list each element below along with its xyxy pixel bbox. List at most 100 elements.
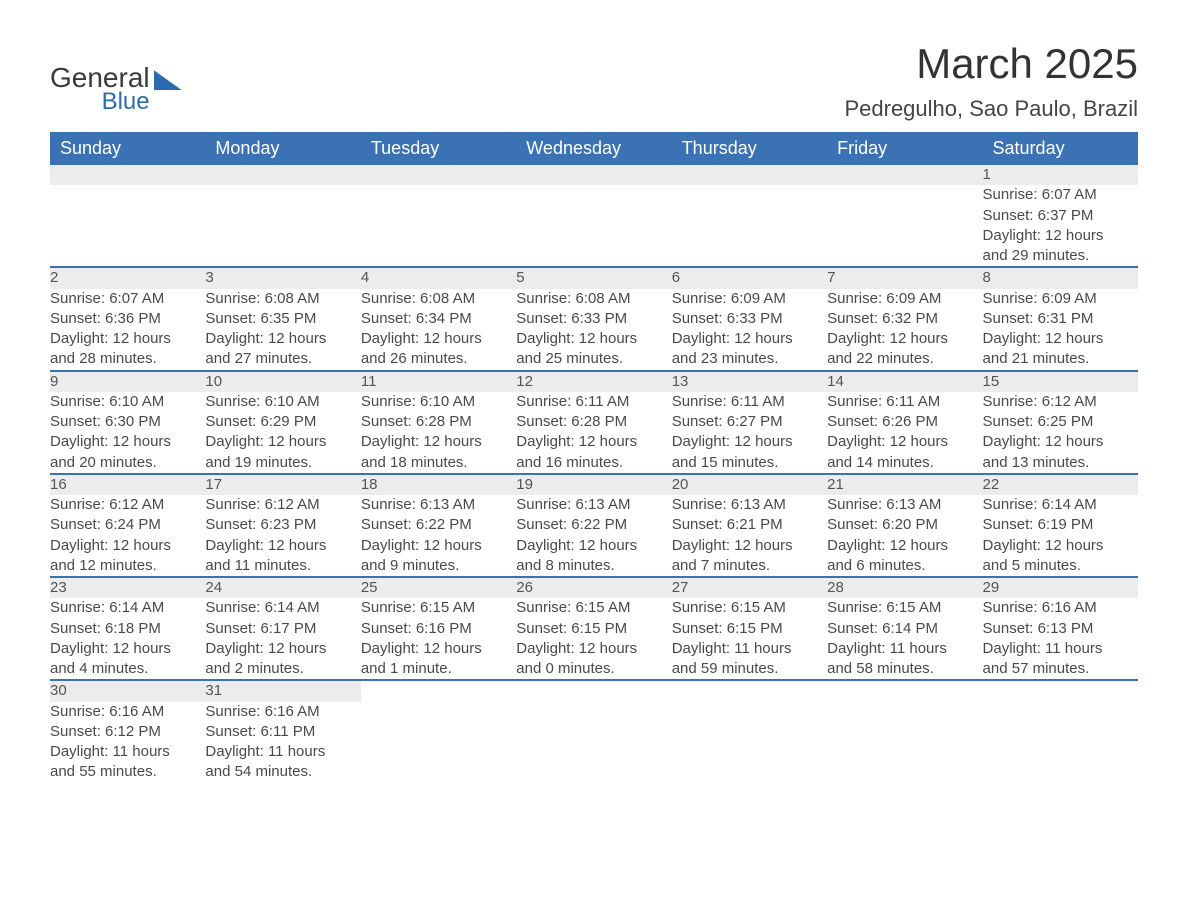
daylight-text-1: Daylight: 12 hours — [205, 639, 360, 659]
day-info-cell: Sunrise: 6:13 AMSunset: 6:21 PMDaylight:… — [672, 495, 827, 577]
daylight-text-1: Daylight: 12 hours — [516, 639, 671, 659]
daylight-text-2: and 19 minutes. — [205, 453, 360, 473]
daylight-text-2: and 0 minutes. — [516, 659, 671, 679]
sunrise-text: Sunrise: 6:09 AM — [827, 289, 982, 309]
day-info-cell: Sunrise: 6:15 AMSunset: 6:14 PMDaylight:… — [827, 598, 982, 680]
day-number-cell: 21 — [827, 474, 982, 495]
sunrise-text: Sunrise: 6:13 AM — [827, 495, 982, 515]
sunrise-text: Sunrise: 6:16 AM — [50, 702, 205, 722]
daylight-text-1: Daylight: 11 hours — [983, 639, 1138, 659]
day-info-cell: Sunrise: 6:14 AMSunset: 6:17 PMDaylight:… — [205, 598, 360, 680]
daylight-text-2: and 16 minutes. — [516, 453, 671, 473]
day-number-cell — [516, 165, 671, 185]
sunset-text: Sunset: 6:15 PM — [516, 619, 671, 639]
day-info-cell — [361, 702, 516, 783]
day-number-cell: 13 — [672, 371, 827, 392]
sunset-text: Sunset: 6:36 PM — [50, 309, 205, 329]
sunset-text: Sunset: 6:33 PM — [516, 309, 671, 329]
daylight-text-2: and 26 minutes. — [361, 349, 516, 369]
day-number-cell — [516, 680, 671, 701]
sunset-text: Sunset: 6:22 PM — [516, 515, 671, 535]
daylight-text-2: and 5 minutes. — [983, 556, 1138, 576]
sunrise-text: Sunrise: 6:12 AM — [983, 392, 1138, 412]
daylight-text-2: and 15 minutes. — [672, 453, 827, 473]
day-number-cell: 17 — [205, 474, 360, 495]
daylight-text-1: Daylight: 12 hours — [516, 432, 671, 452]
daylight-text-1: Daylight: 12 hours — [361, 432, 516, 452]
daylight-text-1: Daylight: 12 hours — [361, 329, 516, 349]
day-number-cell: 18 — [361, 474, 516, 495]
sunrise-text: Sunrise: 6:07 AM — [983, 185, 1138, 205]
sunset-text: Sunset: 6:23 PM — [205, 515, 360, 535]
sunrise-text: Sunrise: 6:10 AM — [205, 392, 360, 412]
sunset-text: Sunset: 6:16 PM — [361, 619, 516, 639]
sunset-text: Sunset: 6:20 PM — [827, 515, 982, 535]
sunrise-text: Sunrise: 6:14 AM — [50, 598, 205, 618]
day-info-cell: Sunrise: 6:09 AMSunset: 6:33 PMDaylight:… — [672, 289, 827, 371]
sunrise-text: Sunrise: 6:15 AM — [516, 598, 671, 618]
day-info-row: Sunrise: 6:14 AMSunset: 6:18 PMDaylight:… — [50, 598, 1138, 680]
sunset-text: Sunset: 6:26 PM — [827, 412, 982, 432]
daylight-text-1: Daylight: 12 hours — [50, 432, 205, 452]
day-number-cell: 6 — [672, 267, 827, 288]
sunrise-text: Sunrise: 6:09 AM — [672, 289, 827, 309]
day-info-cell — [827, 702, 982, 783]
daylight-text-1: Daylight: 12 hours — [50, 329, 205, 349]
sunrise-text: Sunrise: 6:11 AM — [516, 392, 671, 412]
day-info-cell: Sunrise: 6:09 AMSunset: 6:31 PMDaylight:… — [983, 289, 1138, 371]
daylight-text-2: and 2 minutes. — [205, 659, 360, 679]
sunrise-text: Sunrise: 6:07 AM — [50, 289, 205, 309]
day-info-cell: Sunrise: 6:12 AMSunset: 6:23 PMDaylight:… — [205, 495, 360, 577]
sunset-text: Sunset: 6:17 PM — [205, 619, 360, 639]
day-number-cell: 4 — [361, 267, 516, 288]
daylight-text-1: Daylight: 12 hours — [672, 536, 827, 556]
day-number-row: 9101112131415 — [50, 371, 1138, 392]
day-number-cell — [827, 680, 982, 701]
day-number-cell: 16 — [50, 474, 205, 495]
day-number-cell: 24 — [205, 577, 360, 598]
sunset-text: Sunset: 6:14 PM — [827, 619, 982, 639]
sunset-text: Sunset: 6:12 PM — [50, 722, 205, 742]
day-info-cell: Sunrise: 6:11 AMSunset: 6:26 PMDaylight:… — [827, 392, 982, 474]
daylight-text-1: Daylight: 12 hours — [827, 329, 982, 349]
day-info-cell: Sunrise: 6:10 AMSunset: 6:30 PMDaylight:… — [50, 392, 205, 474]
day-number-cell: 1 — [983, 165, 1138, 185]
daylight-text-1: Daylight: 12 hours — [205, 329, 360, 349]
day-number-cell: 28 — [827, 577, 982, 598]
sunset-text: Sunset: 6:31 PM — [983, 309, 1138, 329]
day-info-cell — [516, 702, 671, 783]
weekday-header: Wednesday — [516, 132, 671, 165]
daylight-text-2: and 54 minutes. — [205, 762, 360, 782]
day-info-cell — [50, 185, 205, 267]
daylight-text-1: Daylight: 12 hours — [983, 536, 1138, 556]
weekday-header-row: SundayMondayTuesdayWednesdayThursdayFrid… — [50, 132, 1138, 165]
sunset-text: Sunset: 6:15 PM — [672, 619, 827, 639]
daylight-text-1: Daylight: 12 hours — [983, 226, 1138, 246]
daylight-text-1: Daylight: 11 hours — [672, 639, 827, 659]
sunset-text: Sunset: 6:28 PM — [516, 412, 671, 432]
weekday-header: Sunday — [50, 132, 205, 165]
day-info-cell — [983, 702, 1138, 783]
daylight-text-2: and 1 minute. — [361, 659, 516, 679]
day-number-cell: 29 — [983, 577, 1138, 598]
day-info-cell: Sunrise: 6:14 AMSunset: 6:19 PMDaylight:… — [983, 495, 1138, 577]
daylight-text-1: Daylight: 12 hours — [983, 432, 1138, 452]
sunrise-text: Sunrise: 6:12 AM — [50, 495, 205, 515]
day-number-cell: 22 — [983, 474, 1138, 495]
daylight-text-2: and 22 minutes. — [827, 349, 982, 369]
sunrise-text: Sunrise: 6:15 AM — [361, 598, 516, 618]
sunrise-text: Sunrise: 6:16 AM — [983, 598, 1138, 618]
day-number-cell — [361, 165, 516, 185]
sunrise-text: Sunrise: 6:13 AM — [516, 495, 671, 515]
day-number-cell: 8 — [983, 267, 1138, 288]
day-info-row: Sunrise: 6:10 AMSunset: 6:30 PMDaylight:… — [50, 392, 1138, 474]
daylight-text-2: and 4 minutes. — [50, 659, 205, 679]
day-info-cell: Sunrise: 6:10 AMSunset: 6:28 PMDaylight:… — [361, 392, 516, 474]
day-info-cell: Sunrise: 6:10 AMSunset: 6:29 PMDaylight:… — [205, 392, 360, 474]
sunset-text: Sunset: 6:30 PM — [50, 412, 205, 432]
day-number-cell: 19 — [516, 474, 671, 495]
day-info-cell: Sunrise: 6:13 AMSunset: 6:22 PMDaylight:… — [361, 495, 516, 577]
day-number-cell: 30 — [50, 680, 205, 701]
sunrise-text: Sunrise: 6:08 AM — [516, 289, 671, 309]
day-number-cell: 7 — [827, 267, 982, 288]
